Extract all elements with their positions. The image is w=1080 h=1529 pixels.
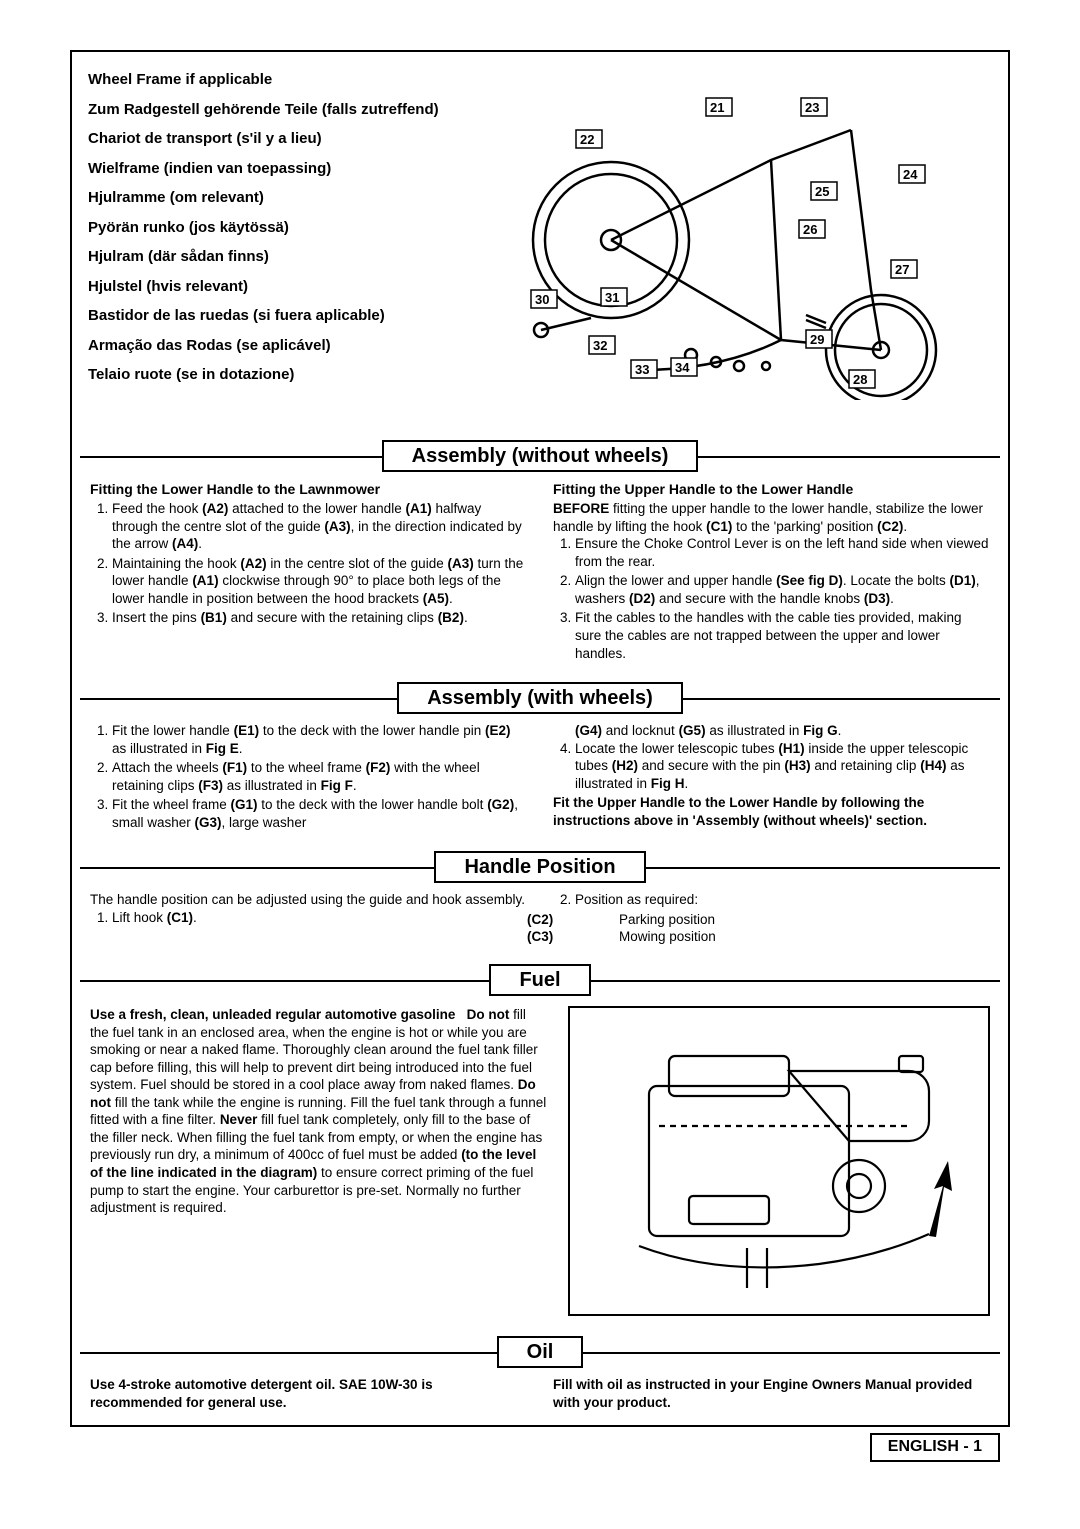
engine-diagram [568, 1006, 990, 1316]
list-item: Fit the lower handle (E1) to the deck wi… [112, 722, 527, 757]
handle-position-row: (C2)Parking position [575, 911, 990, 929]
svg-text:32: 32 [593, 338, 607, 353]
wheel-frame-title: Pyörän runko (jos käytössä) [88, 218, 459, 238]
wheel-frame-title: Hjulramme (om relevant) [88, 188, 459, 208]
handle-position-row: (C3)Mowing position [575, 928, 990, 946]
list-with-wheels-left: Fit the lower handle (E1) to the deck wi… [90, 722, 527, 831]
svg-text:28: 28 [853, 372, 867, 387]
heading-assembly-with-wheels: Assembly (with wheels) [80, 682, 1000, 714]
upper-handle-intro: BEFORE fitting the upper handle to the l… [553, 500, 990, 535]
subhead-lower-handle: Fitting the Lower Handle to the Lawnmowe… [90, 480, 527, 498]
page-number-box: ENGLISH - 1 [870, 1433, 1000, 1462]
svg-text:24: 24 [903, 167, 918, 182]
svg-text:26: 26 [803, 222, 817, 237]
svg-text:21: 21 [710, 100, 724, 115]
svg-text:25: 25 [815, 184, 829, 199]
list-lower-handle: Feed the hook (A2) attached to the lower… [90, 500, 527, 627]
list-item: Align the lower and upper handle (See fi… [575, 572, 990, 607]
fuel-body: Use a fresh, clean, unleaded regular aut… [72, 1000, 1008, 1326]
list-item: Maintaining the hook (A2) in the centre … [112, 555, 527, 608]
wheel-frame-title: Wielframe (indien van toepassing) [88, 159, 459, 179]
wheel-frame-diagram: 21 22 23 24 25 26 27 28 29 30 31 32 33 3… [479, 70, 992, 400]
top-section: Wheel Frame if applicable Zum Radgestell … [72, 52, 1008, 430]
handle-intro: The handle position can be adjusted usin… [90, 891, 527, 909]
list-item: Fit the cables to the handles with the c… [575, 609, 990, 662]
list-item: Lift hook (C1). [112, 909, 527, 927]
list-handle-left: Lift hook (C1). [90, 909, 527, 927]
heading-handle-position: Handle Position [80, 851, 1000, 883]
with-wheels-tail: Fit the Upper Handle to the Lower Handle… [553, 794, 990, 829]
wheel-frame-lang-list: Wheel Frame if applicable Zum Radgestell … [88, 70, 459, 400]
svg-text:30: 30 [535, 292, 549, 307]
list-item: Ensure the Choke Control Lever is on the… [575, 535, 990, 570]
wheel-frame-title: Telaio ruote (se in dotazione) [88, 365, 459, 385]
list-with-wheels-right: Locate the lower telescopic tubes (H1) i… [553, 740, 990, 793]
heading-assembly-without-wheels: Assembly (without wheels) [80, 440, 1000, 472]
with-wheels-continuation: (G4) and locknut (G5) as illustrated in … [553, 722, 990, 740]
svg-text:22: 22 [580, 132, 594, 147]
svg-text:29: 29 [810, 332, 824, 347]
list-item: Locate the lower telescopic tubes (H1) i… [575, 740, 990, 793]
svg-text:33: 33 [635, 362, 649, 377]
wheel-frame-title: Chariot de transport (s'il y a lieu) [88, 129, 459, 149]
list-item: Attach the wheels (F1) to the wheel fram… [112, 759, 527, 794]
wheel-frame-title: Zum Radgestell gehörende Teile (falls zu… [88, 100, 459, 120]
assembly-without-body: Fitting the Lower Handle to the Lawnmowe… [72, 476, 1008, 672]
oil-body: Use 4-stroke automotive detergent oil. S… [72, 1372, 1008, 1425]
list-upper-handle: Ensure the Choke Control Lever is on the… [553, 535, 990, 662]
handle-position-body: The handle position can be adjusted usin… [72, 887, 1008, 954]
list-handle-right: Position as required: [553, 891, 990, 909]
assembly-with-body: Fit the lower handle (E1) to the deck wi… [72, 718, 1008, 841]
wheel-frame-title: Hjulstel (hvis relevant) [88, 277, 459, 297]
svg-text:31: 31 [605, 290, 619, 305]
list-item: Fit the wheel frame (G1) to the deck wit… [112, 796, 527, 831]
page-footer: ENGLISH - 1 [70, 1433, 1010, 1462]
oil-left: Use 4-stroke automotive detergent oil. S… [90, 1376, 527, 1411]
oil-right: Fill with oil as instructed in your Engi… [553, 1376, 990, 1411]
list-item: Feed the hook (A2) attached to the lower… [112, 500, 527, 553]
wheel-frame-title: Hjulram (där sådan finns) [88, 247, 459, 267]
wheel-frame-title: Wheel Frame if applicable [88, 70, 459, 90]
subhead-upper-handle: Fitting the Upper Handle to the Lower Ha… [553, 480, 990, 498]
svg-text:27: 27 [895, 262, 909, 277]
handle-positions: (C2)Parking position(C3)Mowing position [553, 911, 990, 946]
list-item: Position as required: [575, 891, 990, 909]
heading-oil: Oil [80, 1336, 1000, 1368]
heading-fuel: Fuel [80, 964, 1000, 996]
svg-text:34: 34 [675, 360, 690, 375]
list-item: Insert the pins (B1) and secure with the… [112, 609, 527, 627]
svg-text:23: 23 [805, 100, 819, 115]
fuel-text: Use a fresh, clean, unleaded regular aut… [90, 1006, 548, 1316]
wheel-frame-title: Armação das Rodas (se aplicável) [88, 336, 459, 356]
page-frame: Wheel Frame if applicable Zum Radgestell … [70, 50, 1010, 1427]
wheel-frame-title: Bastidor de las ruedas (si fuera aplicab… [88, 306, 459, 326]
